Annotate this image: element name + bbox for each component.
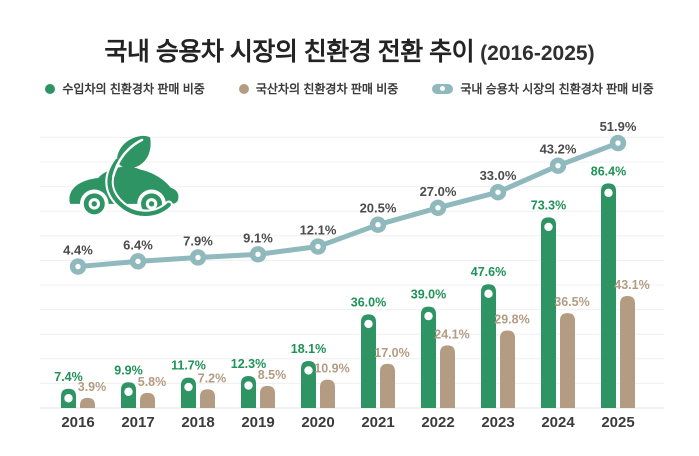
value-label-domestic: 5.8% xyxy=(138,375,167,389)
value-label-domestic: 17.0% xyxy=(374,346,409,360)
trend-marker-center xyxy=(375,222,381,228)
legend: 수입차의 친환경차 판매 비중 국산차의 친환경차 판매 비중 국내 승용차 시… xyxy=(0,80,699,97)
value-label-imported: 73.3% xyxy=(531,198,566,212)
bar-domestic xyxy=(560,313,575,408)
bar-imported xyxy=(241,376,256,408)
bar-top-dot xyxy=(544,222,553,232)
legend-label-domestic: 국산차의 친환경차 판매 비중 xyxy=(255,82,399,96)
trend-value-label: 4.4% xyxy=(63,243,93,258)
year-label: 2023 xyxy=(481,414,514,431)
bar-domestic xyxy=(200,389,215,408)
value-label-domestic: 8.5% xyxy=(258,368,287,382)
bar-domestic xyxy=(260,385,275,408)
trend-value-label: 33.0% xyxy=(480,168,517,183)
value-label-imported: 36.0% xyxy=(351,295,386,309)
trend-marker-center xyxy=(75,263,81,270)
bar-top-dot xyxy=(484,289,493,298)
bar-imported xyxy=(361,314,376,408)
bar-top-dot xyxy=(184,382,193,392)
value-label-imported: 12.3% xyxy=(231,357,266,371)
bar-domestic xyxy=(140,392,155,408)
year-label: 2016 xyxy=(61,414,94,431)
trend-value-label: 51.9% xyxy=(600,119,637,134)
bar-imported xyxy=(301,360,316,408)
year-label: 2021 xyxy=(361,414,394,431)
year-label: 2020 xyxy=(301,414,334,431)
trend-value-label: 9.1% xyxy=(243,230,273,245)
value-label-imported: 39.0% xyxy=(411,288,446,302)
trend-marker-center xyxy=(555,162,561,169)
bar-imported xyxy=(181,377,196,408)
trend-value-label: 43.2% xyxy=(540,142,577,157)
trend-marker-center xyxy=(615,140,621,146)
year-label: 2017 xyxy=(121,414,154,431)
bar-top-dot xyxy=(304,366,313,375)
trend-marker-center xyxy=(135,258,141,265)
bar-imported xyxy=(601,183,616,408)
trend-marker-center xyxy=(435,205,441,211)
trend-marker-center xyxy=(495,189,501,195)
legend-item-imported: 수입차의 친환경차 판매 비중 xyxy=(45,80,205,97)
bar-domestic xyxy=(620,295,635,408)
bar-top-dot xyxy=(244,381,253,390)
bar-domestic xyxy=(80,397,95,408)
trend-value-label: 27.0% xyxy=(420,184,457,199)
bar-imported xyxy=(421,306,436,408)
line-marker-icon xyxy=(432,83,454,94)
bar-domestic xyxy=(380,363,395,408)
bar-imported xyxy=(481,284,496,408)
value-label-imported: 11.7% xyxy=(171,359,206,373)
bar-top-dot xyxy=(364,319,373,329)
bar-top-dot xyxy=(124,387,133,396)
bar-domestic xyxy=(440,345,455,408)
trend-marker-center xyxy=(255,251,261,258)
value-label-imported: 86.4% xyxy=(591,164,626,178)
legend-label-imported: 수입차의 친환경차 판매 비중 xyxy=(62,82,205,96)
title-period-text: (2016-2025) xyxy=(480,42,595,65)
trend-value-label: 7.9% xyxy=(183,233,213,248)
bar-domestic xyxy=(320,379,335,408)
bar-top-dot xyxy=(424,311,433,321)
trend-value-label: 20.5% xyxy=(360,201,397,216)
legend-item-domestic: 국산차의 친환경차 판매 비중 xyxy=(238,80,399,97)
value-label-domestic: 36.5% xyxy=(554,295,589,309)
year-label: 2024 xyxy=(541,414,575,431)
legend-label-market: 국내 승용차 시장의 친환경차 판매 비중 xyxy=(460,82,654,96)
trend-value-label: 6.4% xyxy=(123,237,153,252)
eco-car-icon xyxy=(69,135,179,219)
year-label: 2018 xyxy=(181,414,214,431)
year-label: 2019 xyxy=(241,414,274,431)
trend-marker-center xyxy=(315,243,321,250)
bar-imported xyxy=(541,217,556,408)
value-label-domestic: 43.1% xyxy=(614,278,649,292)
value-label-domestic: 29.8% xyxy=(494,313,529,327)
value-label-imported: 9.9% xyxy=(114,363,143,377)
tan-dot-icon xyxy=(238,83,249,94)
value-label-imported: 47.6% xyxy=(471,265,506,279)
value-label-imported: 7.4% xyxy=(54,370,83,384)
year-label: 2022 xyxy=(421,414,454,431)
value-label-domestic: 10.9% xyxy=(314,362,349,376)
trend-line xyxy=(75,140,621,270)
value-label-domestic: 3.9% xyxy=(78,380,107,394)
trend-marker-center xyxy=(195,254,201,261)
value-label-domestic: 7.2% xyxy=(198,371,227,385)
trend-value-label: 12.1% xyxy=(300,223,337,238)
title-main-text: 국내 승용차 시장의 친환경 전환 추이 xyxy=(104,38,475,66)
year-label: 2025 xyxy=(601,414,634,431)
bar-domestic xyxy=(500,330,515,408)
legend-item-market: 국내 승용차 시장의 친환경차 판매 비중 xyxy=(432,80,654,97)
bar-top-dot xyxy=(604,188,613,198)
value-label-domestic: 24.1% xyxy=(434,327,469,341)
green-dot-icon xyxy=(45,83,56,94)
bar-top-dot xyxy=(64,394,73,403)
eco-car-shape xyxy=(69,135,179,219)
value-label-imported: 18.1% xyxy=(291,342,326,356)
page-title: 국내 승용차 시장의 친환경 전환 추이 (2016-2025) xyxy=(0,32,699,68)
